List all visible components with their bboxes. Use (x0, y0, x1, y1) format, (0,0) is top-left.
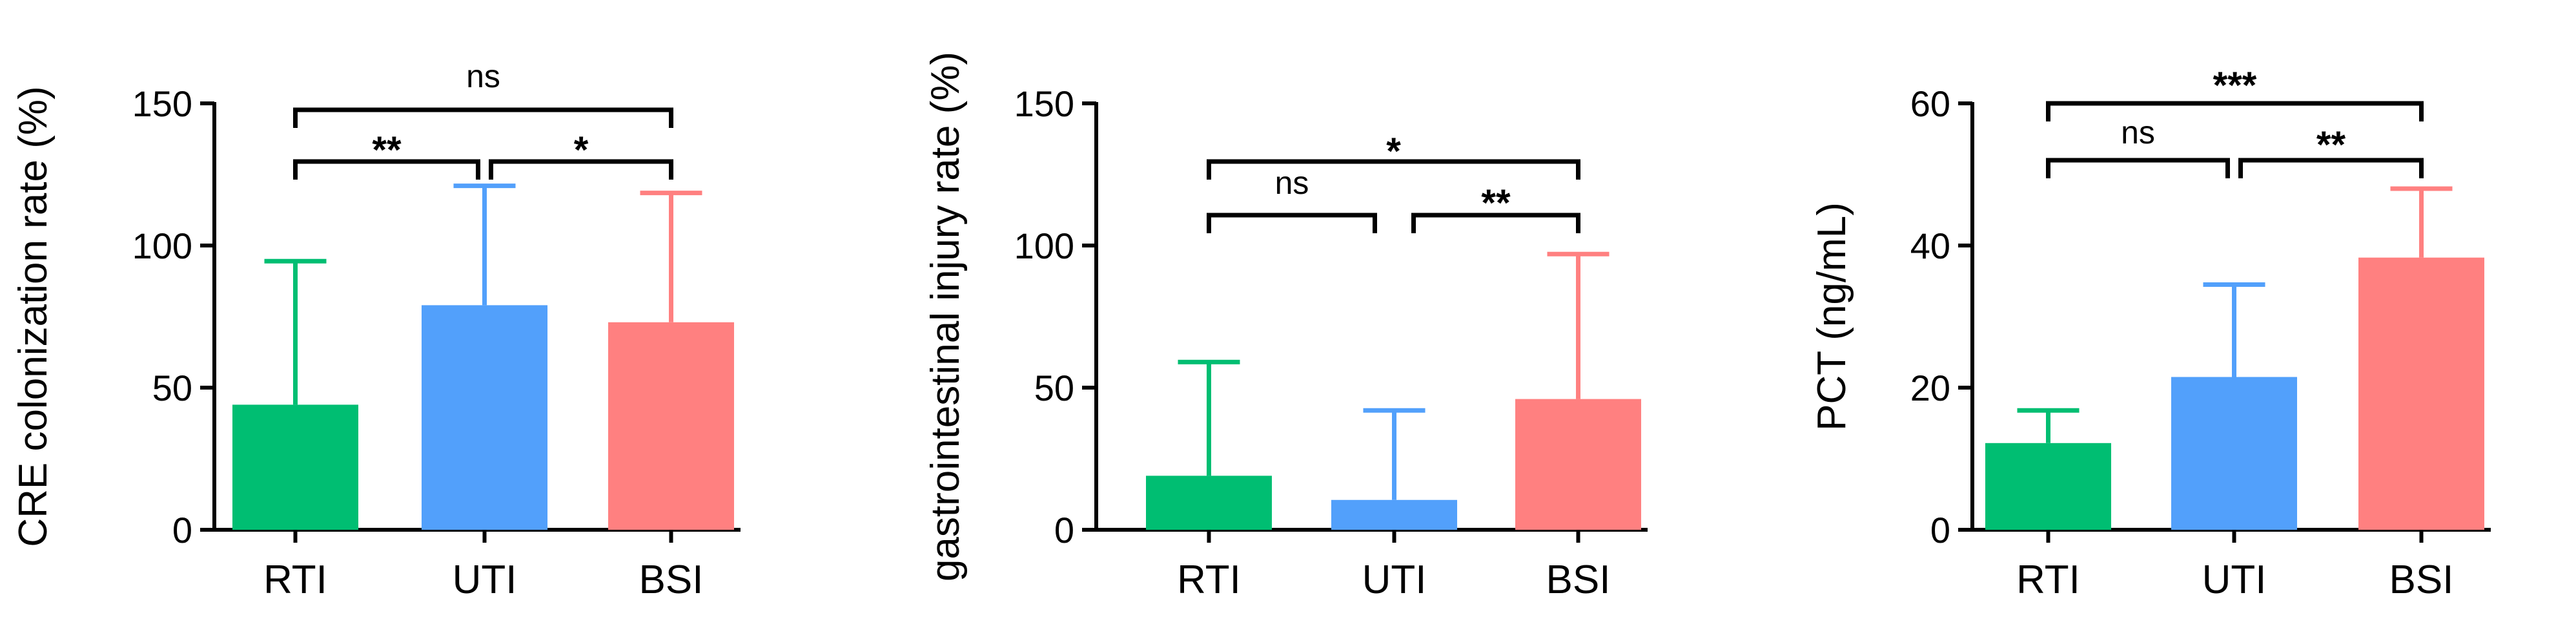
significance-bracket (2238, 158, 2424, 178)
y-tick-label: 0 (1054, 510, 1074, 550)
significance-bracket (1207, 213, 1377, 233)
significance-label: ** (2316, 124, 2346, 166)
significance-label: * (574, 129, 589, 171)
bar-uti (1331, 499, 1457, 530)
significance-bracket (1207, 159, 1580, 180)
y-tick-label: 150 (1014, 83, 1074, 124)
y-tick-label: 50 (152, 368, 192, 408)
significance-label: ** (372, 129, 402, 171)
y-tick-label: 40 (1910, 225, 1950, 266)
category-label: BSI (1546, 558, 1611, 602)
bar-rti (232, 404, 358, 530)
significance-bracket (293, 159, 480, 180)
y-tick-label: 0 (172, 510, 192, 550)
significance-bracket (489, 159, 673, 180)
significance-label: ns (2121, 114, 2155, 151)
significance-bracket (2046, 158, 2230, 178)
bar-uti (2171, 377, 2297, 530)
significance-label: *** (2213, 65, 2257, 107)
bar-uti (422, 305, 547, 530)
y-tick-label: 100 (1014, 225, 1074, 266)
bar-bsi (608, 322, 734, 530)
category-label: RTI (2016, 558, 2080, 602)
y-tick-label: 20 (1910, 368, 1950, 408)
significance-label: ** (1481, 182, 1511, 224)
chart-panel-1: CRE colonization rate (%) 0 50 100 150 RTI UTI… (11, 58, 741, 602)
bar-bsi (2358, 257, 2484, 530)
y-tick-label: 150 (132, 83, 192, 124)
category-label: BSI (639, 558, 704, 602)
category-label: UTI (1362, 558, 1427, 602)
bar-bsi (1515, 399, 1641, 530)
chart-panel-2: gastrointestinal injury rate (%) 0 50 100 15… (923, 52, 1648, 602)
y-tick-label: 0 (1930, 510, 1950, 550)
category-label: BSI (2389, 558, 2454, 602)
category-label: UTI (2202, 558, 2267, 602)
category-label: RTI (1177, 558, 1241, 602)
y-tick-label: 50 (1034, 368, 1074, 408)
y-tick-label: 100 (132, 225, 192, 266)
significance-bracket (293, 107, 673, 128)
bar-rti (1146, 476, 1272, 530)
significance-label: ns (1275, 165, 1309, 201)
significance-bracket (2046, 101, 2424, 121)
category-label: UTI (453, 558, 517, 602)
significance-label: ns (466, 58, 500, 94)
y-tick-label: 60 (1910, 83, 1950, 124)
significance-bracket (1411, 213, 1580, 233)
bar-rti (1985, 443, 2111, 530)
y-axis-label: PCT (ng/mL) (1810, 202, 1854, 431)
y-axis-label: CRE colonization rate (%) (11, 86, 56, 547)
category-label: RTI (263, 558, 327, 602)
significance-label: * (1386, 131, 1401, 173)
y-axis-label: gastrointestinal injury rate (%) (923, 52, 968, 581)
